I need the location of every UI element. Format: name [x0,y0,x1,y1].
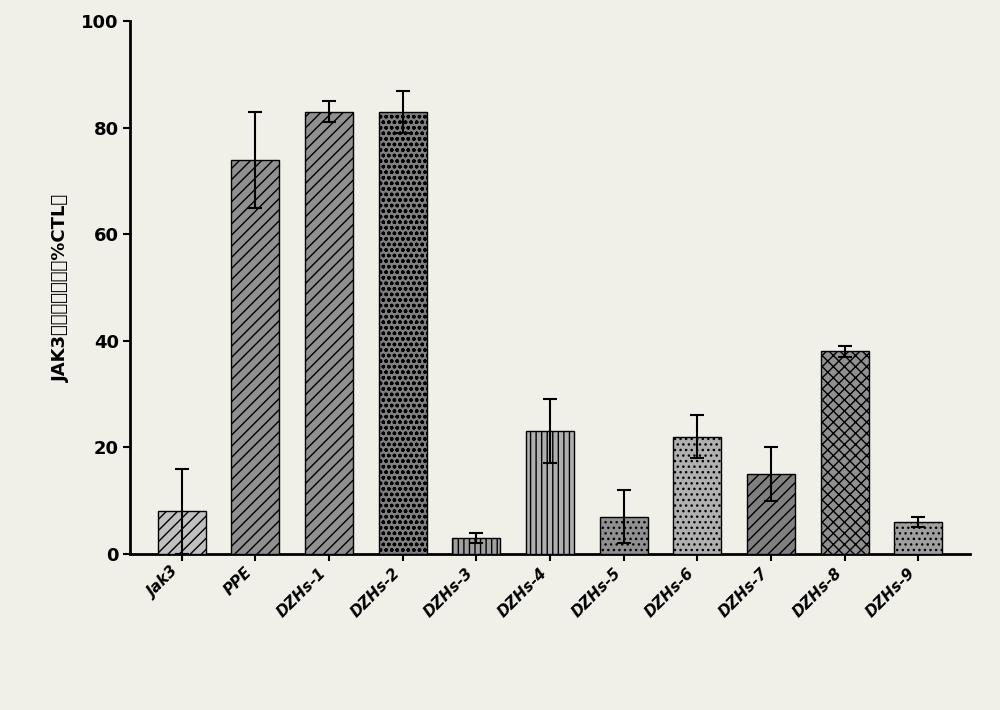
Y-axis label: JAK3酶活性抑制率（%CTL）: JAK3酶活性抑制率（%CTL） [52,194,70,381]
Bar [452,538,500,554]
Bar [158,511,206,554]
Bar [305,111,353,554]
Bar [600,517,648,554]
Bar [379,111,427,554]
Bar [526,431,574,554]
Bar [747,474,795,554]
Bar [894,522,942,554]
Bar [231,160,279,554]
Bar [673,437,721,554]
Bar [821,351,869,554]
